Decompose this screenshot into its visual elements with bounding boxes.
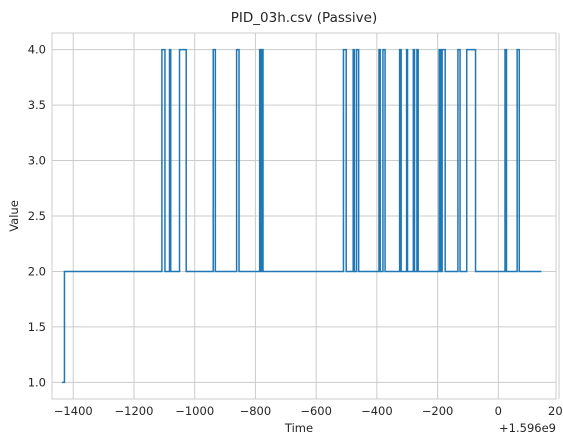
x-tick-label: −600 xyxy=(300,404,332,418)
x-tick-label: −1200 xyxy=(115,404,154,418)
y-tick-label: 3.5 xyxy=(28,98,46,112)
y-tick-label: 3.0 xyxy=(28,154,46,168)
y-tick-label: 2.5 xyxy=(28,209,46,223)
x-tick-label: 0 xyxy=(495,404,502,418)
y-tick-label: 1.5 xyxy=(28,320,46,334)
x-tick-labels: −1400 −1200 −1000 −800 −600 −400 −200 0 200 xyxy=(54,404,563,418)
x-tick-label: −1000 xyxy=(175,404,214,418)
chart-title: PID_03h.csv (Passive) xyxy=(231,10,377,26)
y-axis-label: Value xyxy=(7,200,21,232)
y-tick-label: 2.0 xyxy=(28,264,46,278)
y-tick-label: 4.0 xyxy=(28,43,46,57)
x-tick-label: −400 xyxy=(361,404,393,418)
x-tick-label: −800 xyxy=(240,404,272,418)
series-line xyxy=(62,48,542,384)
grid-layer xyxy=(52,33,560,399)
y-tick-label: 1.0 xyxy=(28,375,46,389)
line-layer xyxy=(62,48,542,384)
x-tick-label: −200 xyxy=(422,404,454,418)
x-offset-text: +1.596e9 xyxy=(499,421,556,435)
x-tick-label: 200 xyxy=(548,404,563,418)
x-tick-label: −1400 xyxy=(54,404,93,418)
x-axis-label: Time xyxy=(284,421,313,435)
y-tick-labels: 1.0 1.5 2.0 2.5 3.0 3.5 4.0 xyxy=(28,43,46,390)
